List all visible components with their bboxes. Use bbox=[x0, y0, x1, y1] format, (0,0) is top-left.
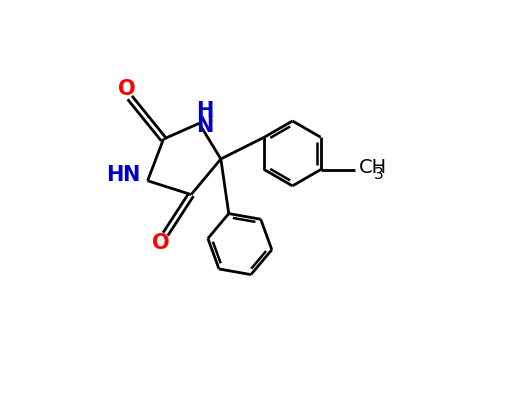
Text: H: H bbox=[106, 165, 124, 185]
Text: N: N bbox=[122, 165, 140, 185]
Text: O: O bbox=[118, 79, 136, 99]
Text: N: N bbox=[196, 116, 214, 136]
Text: H: H bbox=[196, 101, 214, 121]
Text: O: O bbox=[152, 233, 169, 253]
Text: 3: 3 bbox=[374, 167, 383, 182]
Text: CH: CH bbox=[359, 158, 387, 177]
